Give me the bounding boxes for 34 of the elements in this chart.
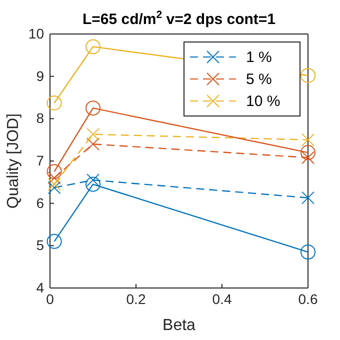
point	[300, 68, 316, 83]
point	[302, 191, 314, 204]
point	[46, 96, 62, 111]
legend-label: 5 %	[246, 71, 272, 88]
chart-title: L=65 cd/m$^{2}$ v=2 dps cont=1	[82, 9, 276, 28]
point	[48, 171, 61, 184]
y-tick-label: 10	[28, 25, 44, 42]
point	[48, 178, 61, 191]
point	[86, 138, 100, 151]
point	[46, 164, 62, 180]
legend-label: 1 %	[246, 49, 272, 66]
x-tick-label: 0.2	[126, 290, 146, 307]
x-axis-title: Beta	[162, 317, 196, 334]
y-tick-label: 7	[36, 152, 44, 168]
point	[86, 128, 100, 141]
y-tick-label: 9	[36, 68, 44, 84]
point	[86, 176, 100, 192]
x-tick-label: 0.4	[212, 290, 232, 307]
x-tick-label: 0	[46, 290, 54, 307]
point	[86, 174, 100, 187]
y-tick-label: 5	[36, 237, 44, 254]
y-tick-label: 6	[36, 194, 44, 211]
point	[302, 151, 314, 164]
legend-label: 10 %	[246, 93, 280, 110]
point	[86, 39, 100, 54]
point	[48, 181, 61, 194]
point	[300, 244, 316, 260]
y-tick-label: 4	[36, 279, 44, 296]
y-tick-label: 8	[36, 110, 44, 126]
point	[86, 100, 100, 116]
point	[300, 145, 316, 160]
point	[46, 234, 62, 249]
x-tick-label: 0.6	[298, 290, 318, 307]
y-axis-title: Quality [JOD]	[5, 113, 22, 209]
